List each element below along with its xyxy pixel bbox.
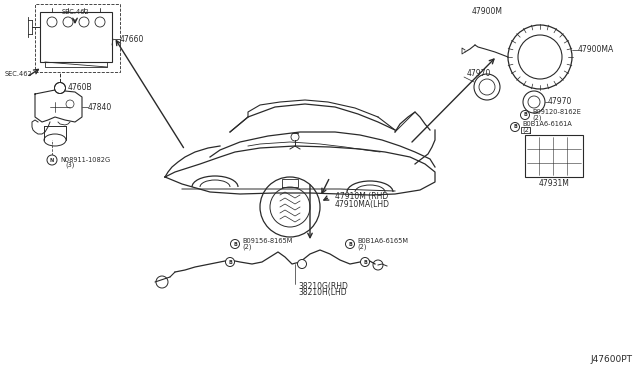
Text: B09120-8162E: B09120-8162E <box>532 109 581 115</box>
Circle shape <box>360 257 369 266</box>
Text: (3): (3) <box>65 162 74 168</box>
Text: SEC.462: SEC.462 <box>61 9 89 15</box>
Text: (2): (2) <box>242 244 252 250</box>
Circle shape <box>511 122 520 131</box>
Text: B: B <box>513 125 517 129</box>
Text: 47970: 47970 <box>548 97 572 106</box>
Text: 38210G(RHD: 38210G(RHD <box>298 282 348 292</box>
Text: (2): (2) <box>532 115 541 121</box>
Text: N08911-1082G: N08911-1082G <box>60 157 110 163</box>
Text: 47931M: 47931M <box>539 180 570 189</box>
Text: SEC.462: SEC.462 <box>5 71 33 77</box>
Text: 47660: 47660 <box>120 35 145 44</box>
Text: 38210H(LHD: 38210H(LHD <box>298 289 347 298</box>
Text: 47910M (RHD: 47910M (RHD <box>335 192 388 202</box>
Text: 47910MA(LHD: 47910MA(LHD <box>335 199 390 208</box>
Text: B: B <box>348 241 352 247</box>
Text: 47900MA: 47900MA <box>578 45 614 55</box>
Text: 47970: 47970 <box>467 70 492 78</box>
Text: (2): (2) <box>522 127 531 133</box>
Text: 47840: 47840 <box>88 103 112 112</box>
Text: 47900M: 47900M <box>472 7 503 16</box>
Circle shape <box>54 83 65 93</box>
Circle shape <box>225 257 234 266</box>
Text: (2): (2) <box>357 244 367 250</box>
Text: N: N <box>50 157 54 163</box>
Text: B09156-8165M: B09156-8165M <box>242 238 292 244</box>
Circle shape <box>47 155 57 165</box>
Circle shape <box>520 110 529 119</box>
Text: 4760B: 4760B <box>68 83 93 93</box>
Text: B: B <box>228 260 232 264</box>
Bar <box>35 4 120 72</box>
Text: B: B <box>523 112 527 118</box>
Text: B: B <box>363 260 367 264</box>
Bar <box>525 135 583 177</box>
Text: B: B <box>233 241 237 247</box>
FancyBboxPatch shape <box>40 12 112 62</box>
Circle shape <box>298 260 307 269</box>
Text: B0B1A6-6161A: B0B1A6-6161A <box>522 121 572 127</box>
Text: J47600PT: J47600PT <box>590 356 632 365</box>
Circle shape <box>230 240 239 248</box>
Text: B0B1A6-6165M: B0B1A6-6165M <box>357 238 408 244</box>
Circle shape <box>346 240 355 248</box>
